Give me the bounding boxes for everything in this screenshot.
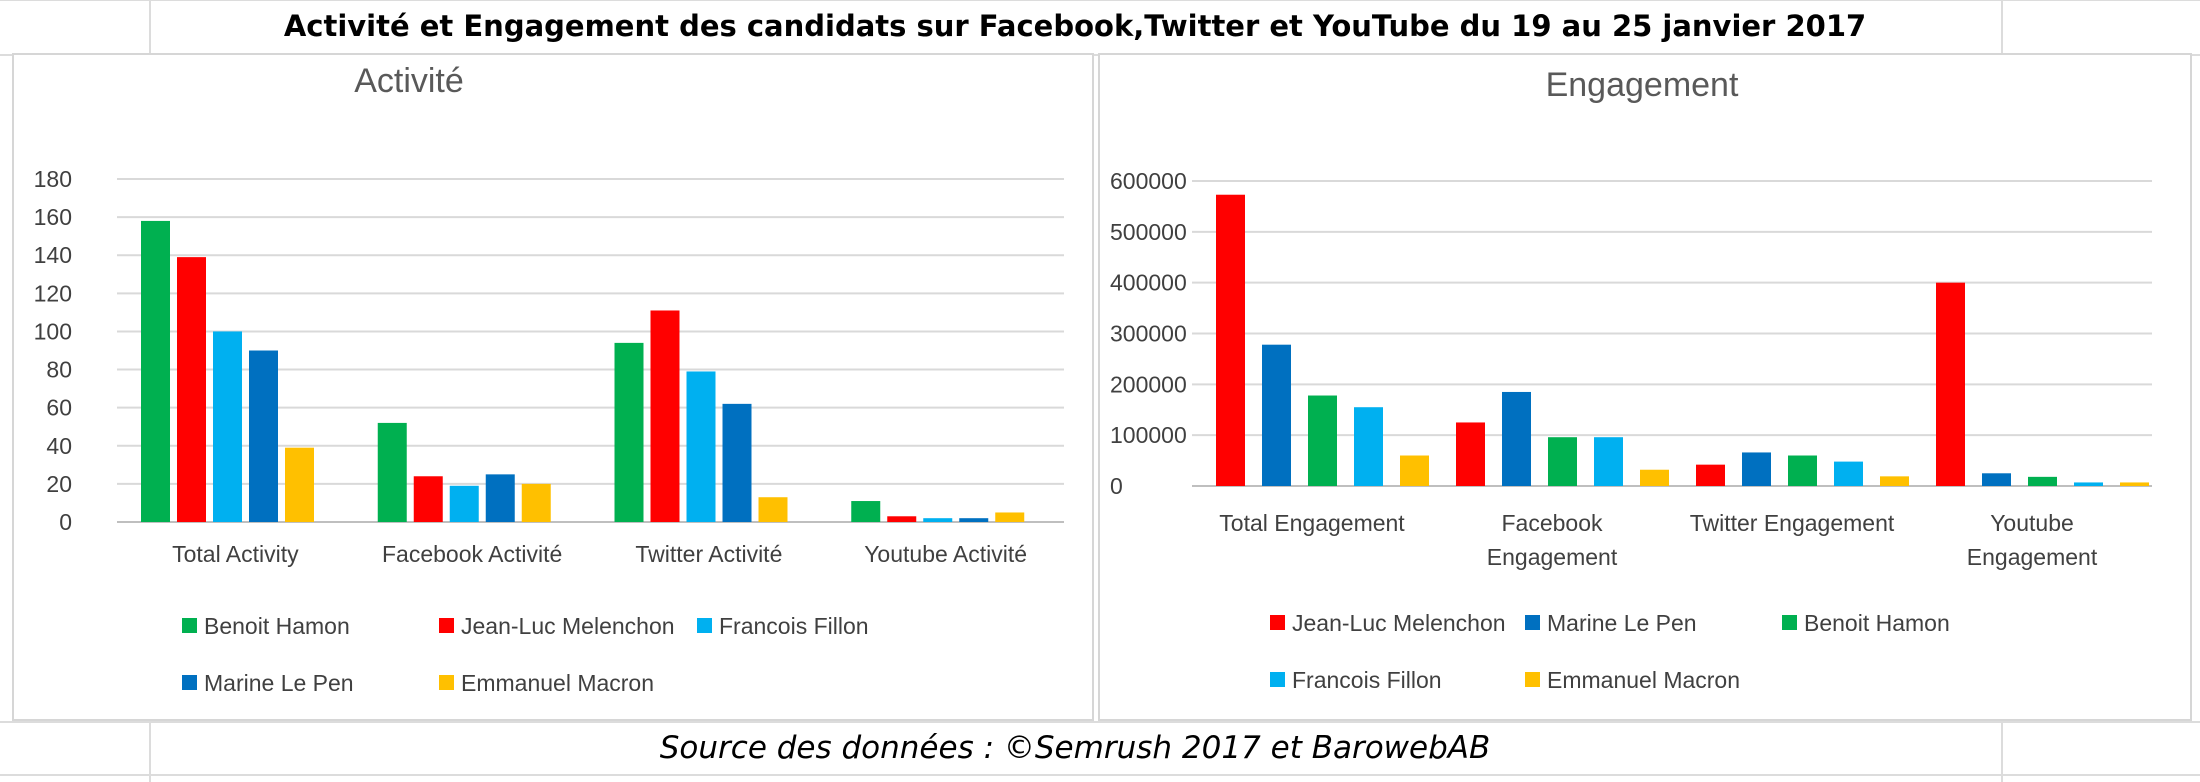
engagement-y-tick-label: 600000 — [1110, 168, 1187, 194]
engagement-chart-panel[interactable]: Engagement 0 100000 200000 300000 400000 50000… — [1098, 53, 2192, 721]
activite-bar-benoit-hamon-3 — [851, 501, 881, 522]
engagement-category-label: Youtube Engagement — [1967, 510, 2098, 570]
engagement-y-tick-label: 500000 — [1110, 219, 1187, 245]
engagement-legend-swatch-marine-le-pen — [1525, 615, 1540, 630]
activite-bar-marine-le-pen-0 — [249, 350, 278, 522]
activite-bar-francois-fillon-2 — [686, 371, 716, 522]
activite-y-tick-label: 20 — [46, 471, 72, 497]
engagement-bar-jean-luc-melenchon-1 — [1456, 422, 1485, 486]
engagement-y-tick-label: 200000 — [1110, 371, 1187, 397]
page-title: Activité et Engagement des candidats sur… — [283, 9, 1867, 43]
activite-bar-jean-luc-melenchon-0 — [177, 257, 206, 522]
engagement-legend-swatch-francois-fillon — [1270, 672, 1285, 687]
activite-category-label: Total Activity — [172, 541, 299, 567]
activite-bar-emmanuel-macron-3 — [995, 512, 1025, 522]
activite-legend-swatch-francois-fillon — [697, 618, 712, 633]
activite-y-tick-label: 0 — [59, 509, 72, 535]
engagement-bar-jean-luc-melenchon-2 — [1696, 464, 1725, 486]
activite-bar-jean-luc-melenchon-1 — [413, 476, 443, 522]
activite-legend-label-emmanuel-macron: Emmanuel Macron — [461, 670, 654, 696]
engagement-legend-swatch-emmanuel-macron — [1525, 672, 1540, 687]
activite-legend-swatch-marine-le-pen — [182, 675, 197, 690]
engagement-legend-swatch-benoit-hamon — [1782, 615, 1797, 630]
activite-chart: Activité 0 20 40 60 80 100 120 140 160 180 Total Ac… — [34, 62, 1064, 696]
engagement-legend-label-jean-luc-melenchon: Jean-Luc Melenchon — [1292, 610, 1506, 636]
engagement-y-tick-label: 400000 — [1110, 270, 1187, 296]
activite-bar-emmanuel-macron-2 — [758, 497, 788, 522]
engagement-category-label: Facebook Engagement — [1487, 510, 1618, 570]
activite-bar-francois-fillon-1 — [449, 485, 479, 522]
activite-chart-title: Activité — [354, 62, 464, 100]
activite-bar-benoit-hamon-1 — [377, 422, 407, 522]
engagement-category-label: Twitter Engagement — [1690, 510, 1895, 536]
activite-category-label: Twitter Activité — [635, 541, 782, 567]
engagement-legend-swatch-jean-luc-melenchon — [1270, 615, 1285, 630]
activite-legend-swatch-benoit-hamon — [182, 618, 197, 633]
engagement-legend-label-marine-le-pen: Marine Le Pen — [1547, 610, 1697, 636]
activite-bar-marine-le-pen-2 — [722, 403, 752, 522]
activite-bar-emmanuel-macron-1 — [521, 483, 551, 522]
engagement-bar-benoit-hamon-0 — [1308, 395, 1337, 486]
engagement-bar-emmanuel-macron-3 — [2120, 482, 2149, 486]
engagement-legend-label-benoit-hamon: Benoit Hamon — [1804, 610, 1950, 636]
activite-legend-label-benoit-hamon: Benoit Hamon — [204, 613, 350, 639]
engagement-bar-benoit-hamon-1 — [1548, 437, 1577, 486]
activite-legend-label-francois-fillon: Francois Fillon — [719, 613, 869, 639]
activite-y-tick-label: 160 — [34, 204, 72, 230]
activite-bar-jean-luc-melenchon-2 — [650, 310, 680, 522]
engagement-bar-emmanuel-macron-1 — [1640, 469, 1669, 486]
engagement-bar-francois-fillon-1 — [1594, 437, 1623, 486]
activite-bar-benoit-hamon-2 — [614, 342, 644, 522]
activite-legend-label-marine-le-pen: Marine Le Pen — [204, 670, 354, 696]
source-note: Source des données : ©Semrush 2017 et Ba… — [659, 730, 1491, 766]
engagement-bar-emmanuel-macron-0 — [1400, 455, 1429, 486]
activite-category-label: Youtube Activité — [864, 541, 1027, 567]
activite-chart-panel[interactable]: Activité 0 20 40 60 80 100 120 140 160 180 Total Ac… — [12, 53, 1094, 721]
engagement-chart: Engagement 0 100000 200000 300000 400000 50000… — [1110, 66, 2152, 693]
engagement-y-tick-label: 300000 — [1110, 321, 1187, 347]
activite-legend-label-jean-luc-melenchon: Jean-Luc Melenchon — [461, 613, 675, 639]
engagement-legend-label-emmanuel-macron: Emmanuel Macron — [1547, 667, 1740, 693]
activite-legend-swatch-jean-luc-melenchon — [439, 618, 454, 633]
engagement-bar-emmanuel-macron-2 — [1880, 476, 1909, 486]
activite-bar-marine-le-pen-1 — [485, 474, 515, 522]
engagement-y-tick-label: 0 — [1110, 473, 1123, 499]
engagement-bar-francois-fillon-0 — [1354, 407, 1383, 486]
activite-bar-benoit-hamon-0 — [141, 220, 170, 522]
activite-bar-francois-fillon-0 — [213, 331, 242, 522]
engagement-bar-benoit-hamon-2 — [1788, 455, 1817, 486]
engagement-bar-jean-luc-melenchon-0 — [1216, 194, 1245, 486]
engagement-bar-marine-le-pen-3 — [1982, 473, 2011, 486]
engagement-chart-title: Engagement — [1546, 66, 1739, 104]
engagement-category-label: Total Engagement — [1219, 510, 1405, 536]
engagement-bar-benoit-hamon-3 — [2028, 476, 2057, 486]
activite-bar-jean-luc-melenchon-3 — [887, 516, 917, 522]
activite-y-tick-label: 100 — [34, 318, 72, 344]
activite-bar-emmanuel-macron-0 — [285, 447, 314, 522]
activite-y-tick-label: 120 — [34, 280, 72, 306]
activite-bar-marine-le-pen-3 — [959, 518, 989, 522]
activite-legend-swatch-emmanuel-macron — [439, 675, 454, 690]
activite-y-tick-label: 180 — [34, 166, 72, 192]
engagement-bar-marine-le-pen-1 — [1502, 391, 1531, 486]
activite-y-tick-label: 80 — [46, 357, 72, 383]
engagement-bar-marine-le-pen-2 — [1742, 452, 1771, 486]
activite-y-tick-label: 140 — [34, 242, 72, 268]
engagement-bar-francois-fillon-3 — [2074, 482, 2103, 486]
activite-category-label: Facebook Activité — [382, 541, 562, 567]
engagement-bar-francois-fillon-2 — [1834, 461, 1863, 486]
engagement-y-tick-label: 100000 — [1110, 422, 1187, 448]
engagement-bar-marine-le-pen-0 — [1262, 344, 1291, 486]
activite-y-tick-label: 40 — [46, 433, 72, 459]
engagement-legend-label-francois-fillon: Francois Fillon — [1292, 667, 1442, 693]
activite-y-tick-label: 60 — [46, 395, 72, 421]
engagement-bar-jean-luc-melenchon-3 — [1936, 282, 1965, 486]
activite-bar-francois-fillon-3 — [923, 518, 953, 522]
